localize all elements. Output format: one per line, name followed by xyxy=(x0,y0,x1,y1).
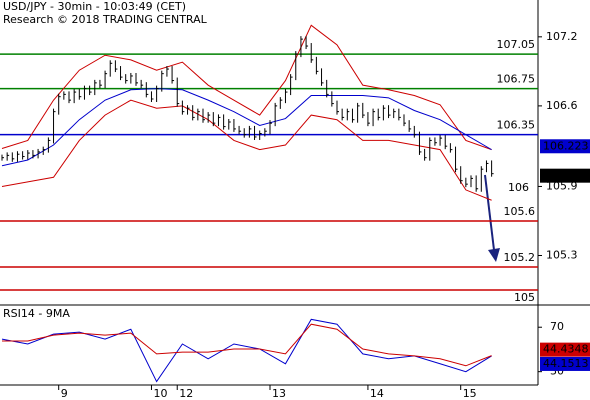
forecast-arrowhead xyxy=(488,248,500,262)
x-tick-label: 10 xyxy=(153,387,167,400)
chart-subtitle: Research © 2018 TRADING CENTRAL xyxy=(3,13,208,26)
band-upper xyxy=(1,24,492,151)
level-label: 107.05 xyxy=(497,38,536,51)
price-tag-box xyxy=(540,342,590,357)
x-tick-label: 13 xyxy=(272,387,286,400)
rsi-title: RSI14 - 9MA xyxy=(3,307,70,320)
price-tag-box xyxy=(540,356,590,371)
y-tick-label: 70 xyxy=(550,320,564,333)
price-tag: 44.1513 xyxy=(543,357,589,370)
y-tick-label: 107.2 xyxy=(546,30,578,43)
band-ma xyxy=(1,88,492,167)
x-tick-label: 14 xyxy=(370,387,384,400)
y-tick-label: 105.3 xyxy=(546,249,578,262)
x-tick-label: 15 xyxy=(463,387,477,400)
price-tag: 106 xyxy=(508,181,529,194)
price-tag: 106.223 xyxy=(543,139,589,152)
price-tag: 44.4348 xyxy=(543,343,589,356)
rsi-line xyxy=(2,323,492,367)
level-label: 105.6 xyxy=(504,205,536,218)
level-label: 106.35 xyxy=(497,119,536,132)
level-label: 105.2 xyxy=(504,251,536,264)
level-label: 106.75 xyxy=(497,73,536,86)
band-lower xyxy=(1,99,492,201)
y-tick-label: 106.6 xyxy=(546,99,578,112)
x-tick-label: 12 xyxy=(179,387,193,400)
y-tick-label: 105.9 xyxy=(546,179,578,192)
price-tag: 106.011 xyxy=(543,169,589,182)
price-tag-box xyxy=(540,168,590,183)
level-label: 105 xyxy=(514,291,535,304)
chart-title: USD/JPY - 30min - 10:03:49 (CET) xyxy=(3,0,186,13)
x-tick-label: 9 xyxy=(61,387,68,400)
forecast-arrow xyxy=(484,174,495,251)
price-tag-box xyxy=(540,139,590,154)
